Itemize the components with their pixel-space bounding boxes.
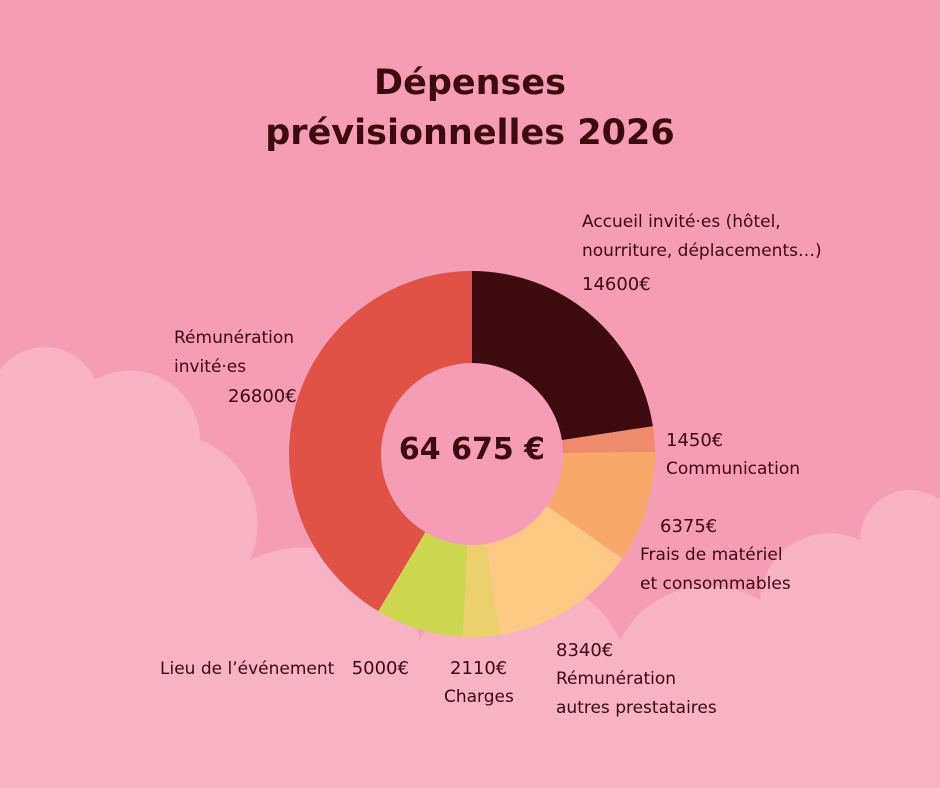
value-label: 8340€ bbox=[556, 640, 614, 661]
donut-slice-0 bbox=[472, 271, 653, 441]
label-lieu: Lieu de l’événement 5000€ bbox=[160, 654, 409, 684]
label-materiel: 6375€ Frais de matériel et consommables bbox=[640, 512, 791, 599]
donut-slice-5 bbox=[378, 532, 468, 637]
label-text: et consommables bbox=[640, 574, 791, 594]
value-label: 5000€ bbox=[351, 658, 409, 679]
label-charges: 2110€ Charges bbox=[444, 654, 514, 712]
value-label: 26800€ bbox=[228, 386, 297, 407]
value-label: 14600€ bbox=[582, 274, 651, 295]
value-label: 6375€ bbox=[660, 516, 718, 537]
label-text: Accueil invité·es (hôtel, bbox=[582, 212, 781, 232]
donut-slice-4 bbox=[462, 543, 500, 637]
total-label: 64 675 € bbox=[398, 432, 546, 467]
cloud-shape bbox=[0, 347, 940, 788]
title-line-2: prévisionnelles 2026 bbox=[265, 113, 675, 153]
label-remuneration-invites: Rémunération invité·es 26800€ bbox=[174, 324, 297, 411]
donut-slice-3 bbox=[485, 505, 623, 635]
label-accueil: Accueil invité·es (hôtel, nourriture, dé… bbox=[582, 208, 822, 299]
label-text: nourriture, déplacements…) bbox=[582, 241, 822, 261]
donut-slice-2 bbox=[546, 451, 655, 559]
label-text: Frais de matériel bbox=[640, 545, 783, 565]
label-text: Charges bbox=[444, 687, 514, 707]
value-label: 1450€ bbox=[666, 430, 724, 451]
label-text: Lieu de l’événement bbox=[160, 659, 335, 679]
label-text: Communication bbox=[666, 459, 800, 479]
label-text: Rémunération bbox=[174, 328, 295, 348]
donut-slice-1 bbox=[561, 426, 655, 453]
label-communication: 1450€ Communication bbox=[666, 426, 800, 484]
donut-slice-6 bbox=[289, 271, 472, 612]
value-label: 2110€ bbox=[450, 658, 508, 679]
label-prestataires: 8340€ Rémunération autres prestataires bbox=[556, 636, 717, 723]
chart-title: Dépenses prévisionnelles 2026 bbox=[0, 58, 940, 158]
label-text: invité·es bbox=[174, 357, 247, 377]
label-text: Rémunération bbox=[556, 669, 677, 689]
title-line-1: Dépenses bbox=[374, 63, 566, 103]
label-text: autres prestataires bbox=[556, 698, 717, 718]
